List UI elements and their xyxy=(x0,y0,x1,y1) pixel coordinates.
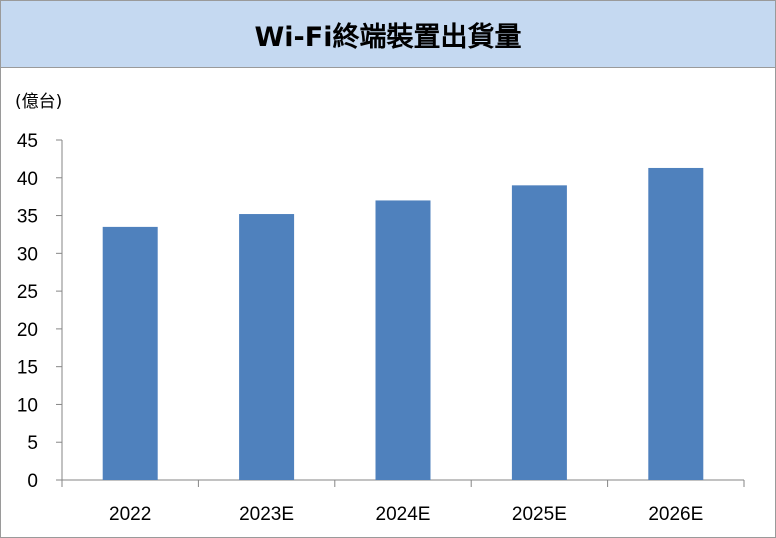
y-tick-label: 30 xyxy=(17,244,38,265)
bar-2024e xyxy=(375,200,431,480)
y-tick-label: 45 xyxy=(17,131,38,152)
bar-2022 xyxy=(102,226,158,480)
bar-2025e xyxy=(511,185,567,481)
x-tick-labels: 2022 2023E 2024E 2025E 2026E xyxy=(109,504,703,525)
y-tick-labels: 0 5 10 15 20 25 30 35 40 45 xyxy=(17,131,38,492)
bars xyxy=(102,167,704,481)
bar-2026e xyxy=(648,167,704,480)
y-tick-label: 20 xyxy=(17,320,38,341)
y-tick-label: 35 xyxy=(17,207,38,228)
y-tick-label: 0 xyxy=(27,471,38,492)
bar-2023e xyxy=(239,214,295,481)
x-tick-label: 2024E xyxy=(376,504,431,525)
y-tick-label: 15 xyxy=(17,358,38,379)
x-tick-label: 2022 xyxy=(109,504,151,525)
unit-label: (億台) xyxy=(15,92,63,112)
x-tick-label: 2025E xyxy=(512,504,567,525)
y-tick-label: 25 xyxy=(17,282,38,303)
y-tick-label: 10 xyxy=(17,395,38,416)
x-tick-label: 2026E xyxy=(648,504,703,525)
y-tick-label: 5 xyxy=(27,433,38,454)
y-tick-label: 40 xyxy=(17,169,38,190)
chart-title: Wi-Fi終端裝置出貨量 xyxy=(254,21,522,53)
x-tick-label: 2023E xyxy=(239,504,294,525)
title-bar: Wi-Fi終端裝置出貨量 xyxy=(1,1,775,68)
